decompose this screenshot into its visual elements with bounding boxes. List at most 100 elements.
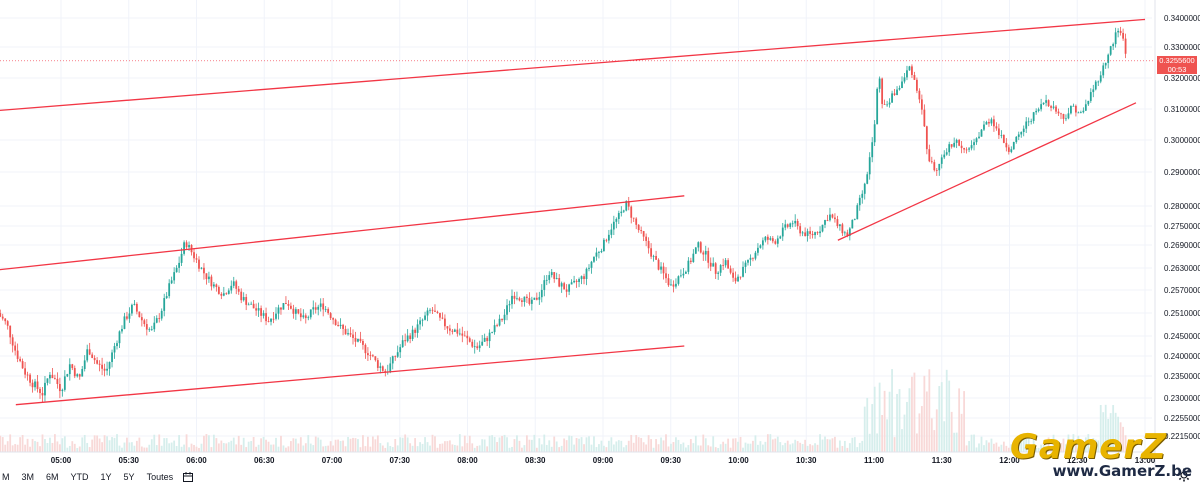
- candle-body: [906, 70, 908, 78]
- volume-bar: [642, 442, 645, 452]
- candle-body: [779, 236, 782, 239]
- candle-body: [232, 281, 235, 286]
- candle-body: [722, 265, 725, 266]
- candle-body: [312, 307, 315, 310]
- candle-body: [250, 303, 253, 305]
- candle-body: [384, 370, 387, 373]
- volume-bar: [876, 433, 879, 452]
- volume-bar: [379, 443, 382, 452]
- volume-bar: [4, 444, 7, 452]
- candle-body: [1077, 112, 1080, 114]
- candle-body: [662, 266, 665, 274]
- range-button-ytd[interactable]: YTD: [70, 472, 89, 482]
- volume-bar: [1119, 422, 1122, 452]
- range-button-5y[interactable]: 5Y: [123, 472, 135, 482]
- volume-bar: [406, 437, 409, 452]
- range-button-6m[interactable]: 6M: [46, 472, 59, 482]
- candle-body: [821, 224, 824, 232]
- candle-body: [1055, 106, 1057, 112]
- volume-bar: [329, 441, 332, 452]
- volume-bar: [21, 435, 24, 452]
- volume-bar: [404, 434, 407, 452]
- volume-bar: [478, 445, 481, 452]
- gear-icon[interactable]: [1176, 467, 1192, 483]
- volume-bar: [916, 433, 918, 452]
- candle-body: [111, 352, 113, 363]
- candle-body: [794, 220, 797, 224]
- candle-body: [471, 341, 474, 347]
- range-button-1y[interactable]: 1Y: [100, 472, 112, 482]
- volume-bar: [451, 444, 454, 452]
- volume-bar: [439, 443, 441, 452]
- candle-body: [195, 258, 198, 260]
- volume-bar: [34, 441, 36, 452]
- volume-bar: [796, 441, 799, 452]
- candle-body: [1057, 111, 1060, 114]
- volume-bar: [14, 444, 17, 452]
- volume-bar: [645, 444, 648, 452]
- x-tick-label: 12:30: [1067, 456, 1088, 465]
- candle-body: [396, 352, 399, 357]
- volume-bar: [657, 444, 660, 452]
- candle-body: [563, 283, 566, 290]
- volume-bar: [352, 437, 354, 452]
- volume-bar: [312, 445, 315, 452]
- volume-bar: [985, 440, 988, 452]
- candle-body: [786, 224, 789, 227]
- volume-bar: [1055, 447, 1057, 452]
- volume-bar: [150, 439, 153, 452]
- volume-bar: [570, 436, 573, 452]
- candle-body: [699, 242, 702, 253]
- candle-body: [1119, 30, 1122, 33]
- volume-bar: [781, 445, 784, 452]
- range-button-all[interactable]: Toutes: [146, 472, 174, 482]
- candle-body: [225, 293, 228, 295]
- volume-bar: [615, 441, 618, 452]
- volume-bar: [635, 435, 638, 452]
- candle-body: [829, 214, 831, 221]
- volume-bar: [525, 435, 528, 452]
- volume-bar: [386, 442, 389, 452]
- candle-body: [980, 129, 983, 137]
- candle-body: [1062, 114, 1065, 119]
- volume-bar: [958, 388, 961, 452]
- candle-body: [439, 312, 441, 318]
- volume-bar: [431, 434, 434, 452]
- candle-body: [1022, 128, 1025, 133]
- volume-bar: [309, 443, 312, 452]
- volume-bar: [128, 442, 131, 452]
- candle-body: [506, 305, 508, 315]
- volume-bar: [968, 440, 970, 452]
- volume-bar: [747, 443, 749, 452]
- candle-body: [610, 229, 613, 235]
- candle-body: [704, 250, 707, 255]
- volume-bar: [294, 438, 297, 452]
- volume-bar: [737, 441, 739, 452]
- volume-bar: [493, 436, 496, 452]
- range-button-3m[interactable]: 3M: [21, 472, 35, 482]
- candle-body: [322, 303, 325, 310]
- candle-body: [496, 325, 498, 326]
- candle-body: [371, 355, 374, 357]
- candle-body: [1025, 121, 1028, 129]
- volume-bar: [930, 418, 933, 452]
- price-chart[interactable]: 0.3400000 0.3300000 0.3200000 0.3100000 0.30…: [0, 0, 1200, 466]
- volume-bar: [588, 436, 590, 452]
- x-tick-label: 06:00: [186, 456, 207, 465]
- volume-bar: [881, 415, 884, 452]
- date-range-icon[interactable]: [183, 472, 194, 482]
- candle-body: [1010, 149, 1013, 152]
- candle-body: [367, 353, 369, 356]
- candle-body: [776, 238, 779, 244]
- candle-body: [242, 297, 245, 301]
- candle-body: [543, 280, 546, 290]
- range-button-1m[interactable]: M: [2, 472, 10, 482]
- volume-bar: [771, 439, 774, 452]
- volume-bar: [707, 445, 710, 452]
- candle-body: [625, 201, 628, 211]
- candle-body: [217, 287, 220, 294]
- volume-bar: [709, 446, 712, 452]
- volume-bar: [521, 447, 523, 452]
- candle-body: [789, 223, 792, 227]
